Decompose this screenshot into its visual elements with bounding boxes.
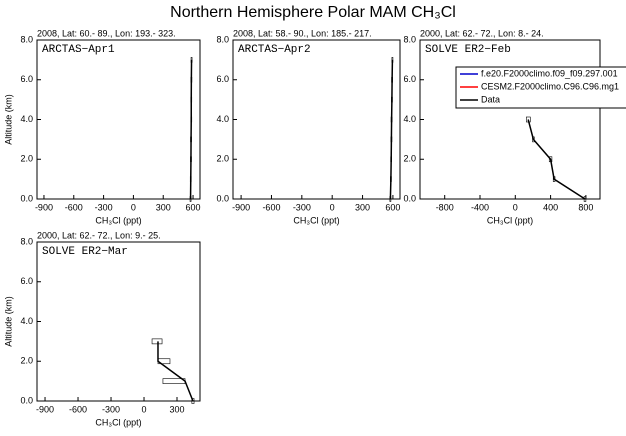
plot-frame (232, 39, 401, 200)
x-tick-label: -300 (102, 404, 120, 414)
x-axis-label: CH₃Cl (ppt) (293, 215, 339, 225)
x-tick-label: -600 (65, 202, 83, 212)
x-tick-label: -400 (471, 202, 489, 212)
panel-label: SOLVE ER2−Feb (425, 44, 511, 56)
y-tick-label: 8.0 (20, 236, 33, 246)
y-tick-label: 8.0 (20, 34, 33, 44)
y-tick-label: 0.0 (20, 193, 33, 203)
y-tick-label: 0.0 (403, 193, 416, 203)
x-tick-label: 400 (543, 202, 558, 212)
x-axis-label: CH₃Cl (ppt) (95, 215, 141, 225)
x-tick-label: 600 (385, 202, 400, 212)
data-line (157, 341, 194, 402)
legend-entry: CESM2.F2000climo.C96.C96.mg1 (481, 81, 619, 91)
x-tick-label: 600 (186, 202, 201, 212)
x-tick-label: 0 (131, 202, 136, 212)
legend-box (455, 66, 626, 109)
x-tick-label: 300 (169, 404, 184, 414)
y-tick-label: 2.0 (20, 356, 33, 366)
y-tick-label: 6.0 (20, 276, 33, 286)
legend-entry: f.e20.F2000climo.f09_f09.297.001 (481, 68, 618, 78)
y-tick-label: 8.0 (216, 34, 229, 44)
subtitle: 2000, Lat: 62.- 72., Lon: 9.- 25. (37, 230, 161, 240)
data-line (189, 59, 193, 200)
y-tick-label: 6.0 (216, 74, 229, 84)
chart-title: Northern Hemisphere Polar MAM CH₃Cl (170, 4, 456, 21)
x-tick-label: 800 (578, 202, 593, 212)
x-tick-label: -900 (232, 202, 250, 212)
plot-frame (36, 39, 201, 200)
data-line (389, 59, 394, 200)
plot-frame (36, 241, 201, 402)
x-tick-label: 0 (513, 202, 518, 212)
y-tick-label: 4.0 (20, 114, 33, 124)
x-axis-label: CH₃Cl (ppt) (95, 417, 141, 427)
x-tick-label: 0 (330, 202, 335, 212)
y-tick-label: 4.0 (20, 316, 33, 326)
y-axis-label: Altitude (km) (3, 94, 13, 145)
x-tick-label: -300 (293, 202, 311, 212)
x-tick-label: 0 (142, 404, 147, 414)
y-tick-label: 2.0 (403, 154, 416, 164)
y-tick-label: 8.0 (403, 34, 416, 44)
y-tick-label: 6.0 (403, 74, 416, 84)
data-line (527, 119, 586, 200)
subtitle: 2000, Lat: 62.- 72., Lon: 8.- 24. (420, 28, 544, 38)
x-tick-label: -900 (35, 202, 53, 212)
y-axis-label: Altitude (km) (3, 296, 13, 347)
y-tick-label: 2.0 (216, 154, 229, 164)
subtitle: 2008, Lat: 60.- 89., Lon: 193.- 323. (37, 28, 176, 38)
y-tick-label: 4.0 (403, 114, 416, 124)
spread-box (151, 338, 163, 345)
spread-box (191, 398, 195, 404)
x-tick-label: 300 (355, 202, 370, 212)
subtitle: 2008, Lat: 58.- 90., Lon: 185.- 217. (233, 28, 372, 38)
x-tick-label: 300 (156, 202, 171, 212)
x-tick-label: -900 (36, 404, 54, 414)
x-tick-label: -600 (69, 404, 87, 414)
y-tick-label: 4.0 (216, 114, 229, 124)
plot-frame (419, 39, 601, 200)
x-tick-label: -600 (262, 202, 280, 212)
legend-entry: Data (481, 94, 500, 104)
y-tick-label: 2.0 (20, 154, 33, 164)
panel-label: ARCTAS−Apr2 (238, 44, 311, 56)
x-tick-label: -300 (95, 202, 113, 212)
y-tick-label: 0.0 (216, 193, 229, 203)
x-tick-label: -800 (436, 202, 454, 212)
y-tick-label: 0.0 (20, 395, 33, 405)
x-axis-label: CH₃Cl (ppt) (487, 215, 533, 225)
panel-label: SOLVE ER2−Mar (42, 246, 128, 258)
panel-label: ARCTAS−Apr1 (42, 44, 115, 56)
y-tick-label: 6.0 (20, 74, 33, 84)
